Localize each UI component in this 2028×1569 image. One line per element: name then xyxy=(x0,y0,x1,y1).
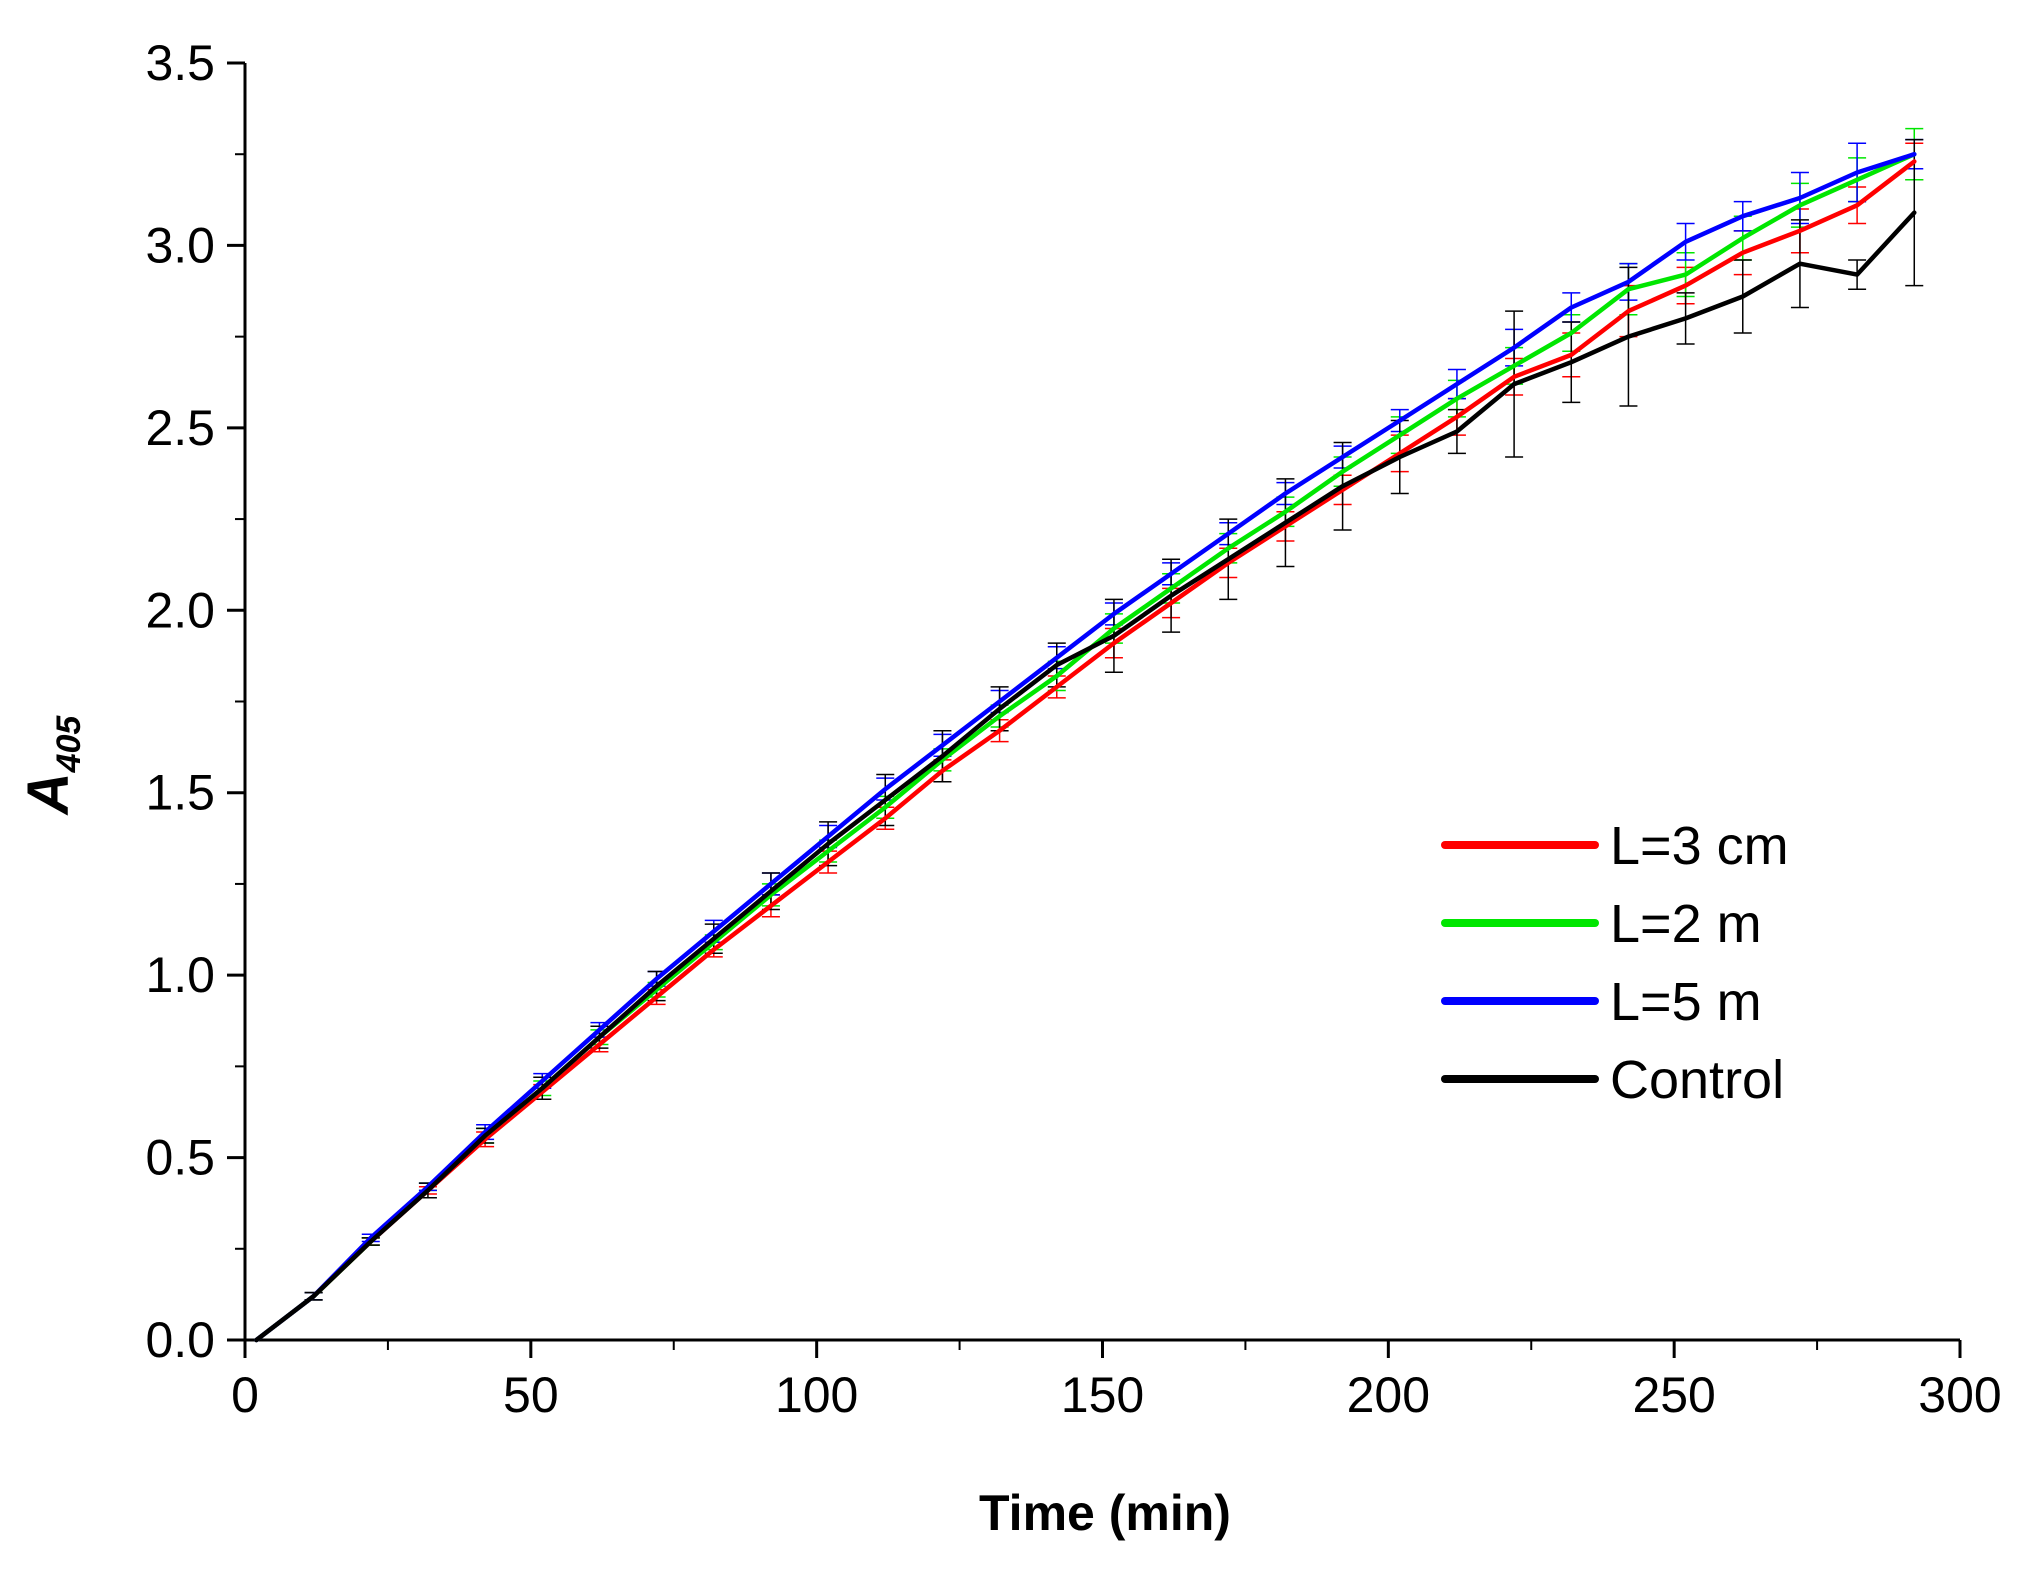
legend-label: L=2 m xyxy=(1610,894,1762,954)
legend-label: L=5 m xyxy=(1610,972,1762,1032)
y-tick-label: 3.0 xyxy=(145,217,215,273)
y-tick-label: 3.5 xyxy=(145,35,215,91)
x-tick-label: 300 xyxy=(1918,1367,2001,1423)
y-tick-label: 1.5 xyxy=(145,765,215,821)
y-tick-label: 2.0 xyxy=(145,582,215,638)
error-bars-group xyxy=(304,127,1924,1301)
x-tick-label: 0 xyxy=(231,1367,259,1423)
y-tick-label: 0.0 xyxy=(145,1312,215,1368)
legend: L=3 cm L=2 m L=5 m Control xyxy=(1441,816,1789,1110)
axes-group: 0 50 100 150 200 250 300 0.0 0.5 1.0 1.5 2.0 2.5 3.0 3… xyxy=(145,35,2001,1423)
x-tick-label: 200 xyxy=(1347,1367,1430,1423)
legend-label: L=3 cm xyxy=(1610,816,1789,876)
series-line xyxy=(254,159,1917,1343)
y-axis-title-subscript: 405 xyxy=(50,715,88,774)
x-tick-label: 100 xyxy=(775,1367,858,1423)
x-tick-label: 150 xyxy=(1061,1367,1144,1423)
series-line xyxy=(254,210,1917,1343)
x-tick-label: 250 xyxy=(1632,1367,1715,1423)
legend-label: Control xyxy=(1610,1050,1784,1110)
x-tick-label: 50 xyxy=(503,1367,559,1423)
series-group xyxy=(254,151,1917,1343)
y-tick-label: 2.5 xyxy=(145,400,215,456)
series-line xyxy=(254,151,1917,1343)
y-axis-title-main: A xyxy=(16,772,81,816)
x-axis-title: Time (min) xyxy=(979,1485,1231,1541)
series-line xyxy=(254,151,1917,1343)
y-tick-label: 0.5 xyxy=(145,1130,215,1186)
y-axis-title: A405 xyxy=(16,715,88,817)
y-tick-label: 1.0 xyxy=(145,947,215,1003)
